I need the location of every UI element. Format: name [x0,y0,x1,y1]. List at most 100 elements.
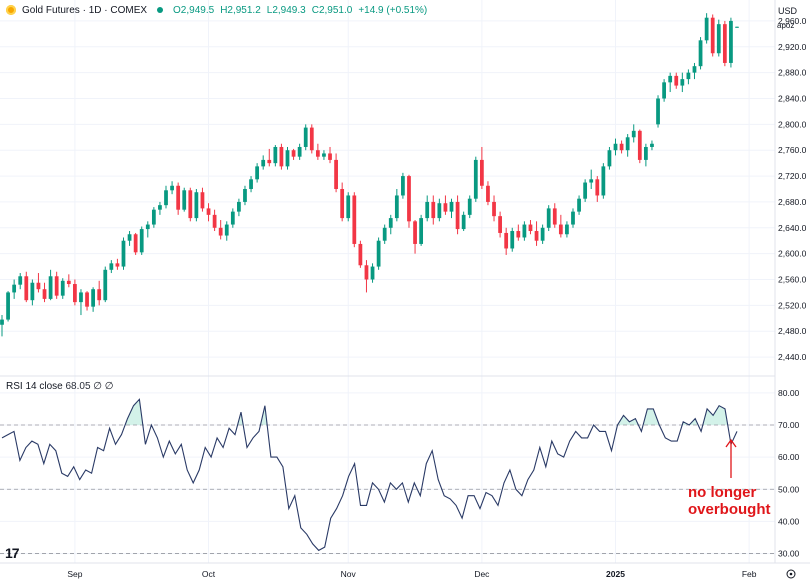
price-tick-label: 2,920.0 [778,42,807,52]
candle [461,211,466,232]
rsi-line [1,398,738,552]
candle [6,291,10,322]
candle [24,271,29,303]
rsi-legend-value: 68.05 [65,381,91,392]
candle [534,221,539,246]
candle [443,195,448,215]
time-tick-label: Nov [341,569,357,579]
candle [473,156,478,202]
candle [218,220,223,240]
candle [595,176,600,202]
candle [662,79,666,102]
price-tick-label: 2,720.0 [778,171,807,181]
candle [127,231,132,246]
candle [540,224,545,244]
price-axis[interactable]: 2,440.0 2,480.0 2,520.0 2,560.0 2,600.0 2,640… [778,16,807,362]
rsi-reference-lines [0,424,775,554]
candle [261,155,266,170]
candle [340,182,345,222]
candle [729,17,733,68]
settings-gear-icon[interactable] [786,569,796,579]
candle [85,291,89,311]
candle [224,221,229,241]
symbol-legend[interactable]: Gold Futures · 1D · COMEX O2,949.5 H2,95… [6,2,427,18]
candle [504,227,509,255]
overbought-area [702,405,728,425]
candle [467,195,472,219]
candle [382,224,387,244]
candle [115,258,120,270]
candle [656,95,660,128]
candle [571,208,575,228]
price-tick-label: 2,600.0 [778,249,807,259]
candle [516,224,521,241]
time-tick-label: Sep [67,569,82,579]
candle [710,14,715,57]
candle [12,279,17,299]
price-tick-label: 2,960.0 [778,16,807,26]
candle [644,143,648,167]
candle [182,187,187,212]
time-tick-label: Oct [202,569,216,579]
candle [376,237,381,270]
candle [79,289,83,316]
currency-label[interactable]: USD [778,6,798,16]
candle [674,72,679,89]
price-tick-label: 2,640.0 [778,223,807,233]
candle [158,201,162,215]
candle [164,185,168,209]
candle [583,179,588,202]
candle [170,181,174,195]
price-tick-label: 2,680.0 [778,197,807,207]
candle [401,172,405,199]
candle [680,72,685,93]
candle [346,192,351,222]
candle [613,138,618,156]
rsi-tick-label: 70.00 [778,420,800,430]
annotation-arrow [725,438,737,478]
legend-change: +14.9 (+0.51%) [358,4,428,16]
symbol-title: Gold Futures · 1D · COMEX [22,4,148,16]
overbought-area [125,399,143,425]
rsi-series [1,398,738,552]
time-tick-label: Feb [742,569,757,579]
candle [200,187,205,212]
rsi-tick-label: 40.00 [778,516,800,526]
candle [668,72,673,93]
candle [352,192,357,248]
time-axis[interactable]: SepOctNovDec2025FebMa [67,569,810,579]
rsi-tick-label: 80.00 [778,388,800,398]
candle [48,269,53,301]
rsi-legend[interactable]: RSI 14 close 68.05 ∅ ∅ [6,381,114,392]
candle [558,214,563,238]
candle [212,209,217,232]
price-tick-label: 2,440.0 [778,352,807,362]
price-tick-label: 2,560.0 [778,275,807,285]
annotation-line-1: no longer [688,484,757,501]
candle [243,185,247,206]
tradingview-logo[interactable]: 17 [5,545,20,561]
candle [546,205,551,232]
candle [722,20,727,67]
candle [486,181,490,206]
candle [455,195,460,235]
candle [601,163,606,199]
rsi-tick-label: 50.00 [778,484,800,494]
candle [425,195,430,222]
legend-low: L2,949.3 [266,4,306,16]
candle [522,221,527,241]
annotation-line-2: overbought [688,501,771,518]
candle [206,203,211,222]
candle [510,227,515,252]
candle [267,148,272,167]
legend-open: O2,949.5 [173,4,215,16]
rsi-axis[interactable]: 30.00 40.00 50.00 60.00 70.00 80.00 [778,388,800,559]
candle [328,146,332,164]
candle [492,195,496,222]
candle [449,198,454,219]
candle [194,189,199,222]
candle [528,220,533,235]
